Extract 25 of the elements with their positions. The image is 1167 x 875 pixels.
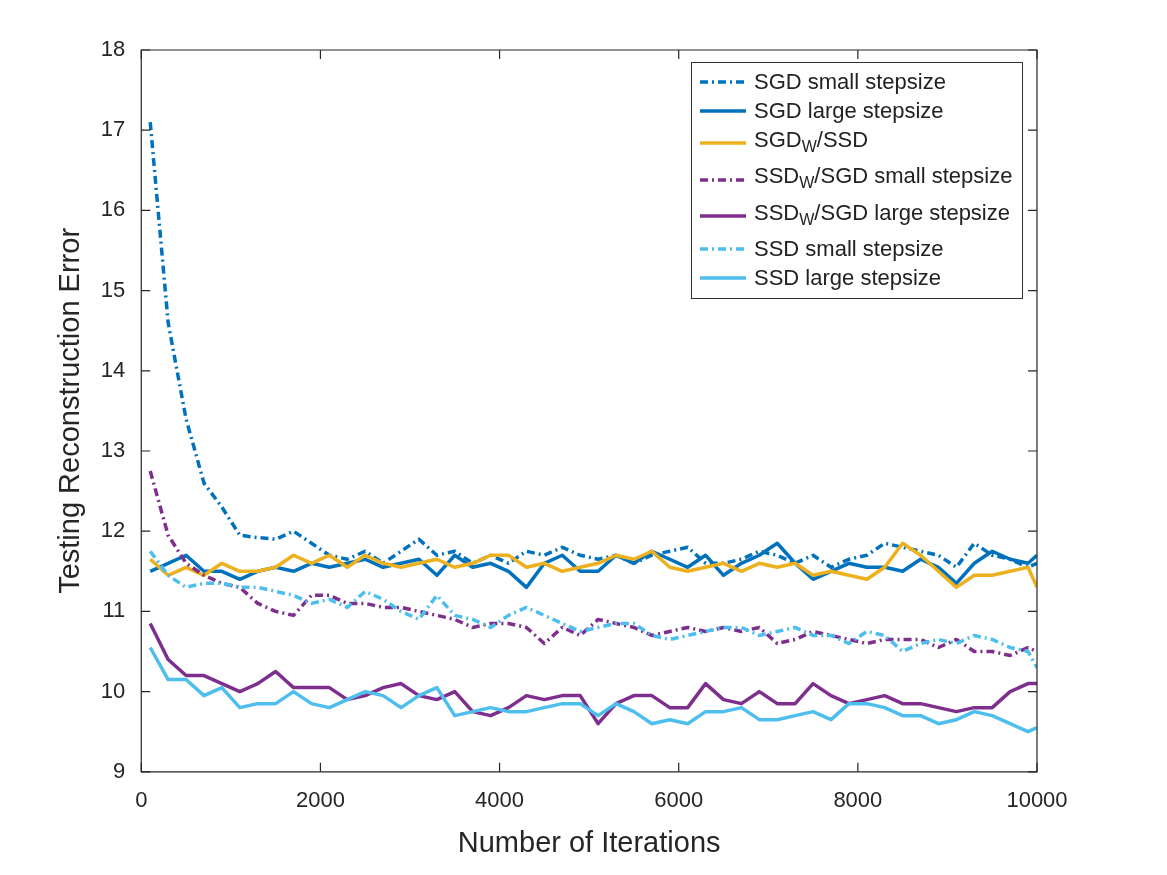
legend-label: SSD$_{W}$/SGD large stepsize bbox=[754, 198, 1010, 231]
y-tick-label: 17 bbox=[100, 116, 126, 142]
x-tick-label: 6000 bbox=[654, 787, 704, 813]
x-tick-label: 10000 bbox=[1006, 787, 1068, 813]
x-tick-label: 2000 bbox=[295, 787, 345, 813]
y-tick-label: 14 bbox=[100, 356, 126, 382]
y-tick-label: 9 bbox=[113, 757, 126, 783]
x-tick-label: 4000 bbox=[475, 787, 525, 813]
y-tick-label: 10 bbox=[100, 677, 126, 703]
legend-label: SGD small stepsize bbox=[754, 68, 946, 96]
y-tick-label: 13 bbox=[100, 437, 126, 463]
y-tick-label: 18 bbox=[100, 36, 126, 62]
y-tick-label: 15 bbox=[100, 276, 126, 302]
y-tick-label: 16 bbox=[100, 196, 126, 222]
legend-label: SSD large stepsize bbox=[754, 264, 942, 293]
legend-label: SSD$_{W}$/SGD small stepsize bbox=[754, 162, 1013, 194]
y-tick-label: 11 bbox=[102, 597, 126, 623]
x-tick-label: 8000 bbox=[833, 787, 883, 813]
x-tick-label: 0 bbox=[135, 787, 148, 813]
legend-label: SGD$_{W}$/SSD bbox=[754, 126, 869, 158]
y-axis-title: Testing Reconstruction Error bbox=[53, 227, 86, 594]
legend-label: SGD large stepsize bbox=[754, 97, 944, 125]
x-axis-title: Number of Iterations bbox=[457, 825, 721, 858]
y-tick-label: 12 bbox=[100, 517, 126, 543]
legend-label: SSD small stepsize bbox=[754, 235, 944, 264]
